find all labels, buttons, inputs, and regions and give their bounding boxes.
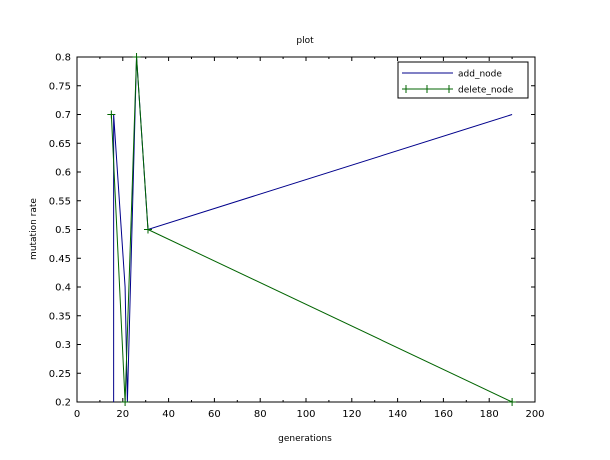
data-point-marker [508,398,517,406]
x-tick-label: 0 [74,409,80,420]
y-tick-label: 0.25 [49,369,71,380]
data-point-marker [107,110,116,119]
y-axis-title: mutation rate [29,198,39,260]
legend-box [397,61,529,99]
y-tick-label: 0.65 [49,139,71,150]
x-tick-label: 180 [480,409,499,420]
legend-marker [423,85,431,93]
y-tick-label: 0.5 [55,225,71,236]
x-tick-label: 200 [525,409,544,420]
x-tick-label: 40 [162,409,175,420]
legend-label: delete_node [458,86,514,96]
data-point-marker [132,53,141,61]
y-tick-label: 0.7 [55,110,71,121]
y-tick-label: 0.8 [55,53,71,64]
legend: add_node delete_node [397,61,529,99]
y-tick-label: 0.3 [55,340,71,351]
plot-area: 0 20 40 60 80 100 120 140 160 180 200 0.2 0.25 0.3 0.3… [49,53,545,421]
x-tick-label: 80 [254,409,267,420]
y-tick-label: 0.6 [55,168,71,179]
x-tick-label: 140 [388,409,407,420]
y-tick-label: 0.55 [49,196,71,207]
x-axis-title: generations [278,434,332,444]
x-tick-label: 100 [296,409,315,420]
chart-title: plot [296,36,314,46]
y-tick-label: 0.45 [49,254,71,265]
data-point-marker [121,398,130,406]
x-tick-label: 60 [208,409,221,420]
x-tick-label: 160 [434,409,453,420]
legend-marker [402,85,410,93]
y-tick-label: 0.4 [55,283,71,294]
y-tick-label: 0.35 [49,311,71,322]
legend-marker [445,85,453,93]
plot-frame [76,56,536,403]
data-point-marker [143,225,152,234]
y-tick-label: 0.2 [55,398,71,409]
legend-label: add_node [458,70,502,80]
x-tick-label: 120 [342,409,361,420]
y-tick-label: 0.75 [49,81,71,92]
x-tick-label: 20 [116,409,129,420]
